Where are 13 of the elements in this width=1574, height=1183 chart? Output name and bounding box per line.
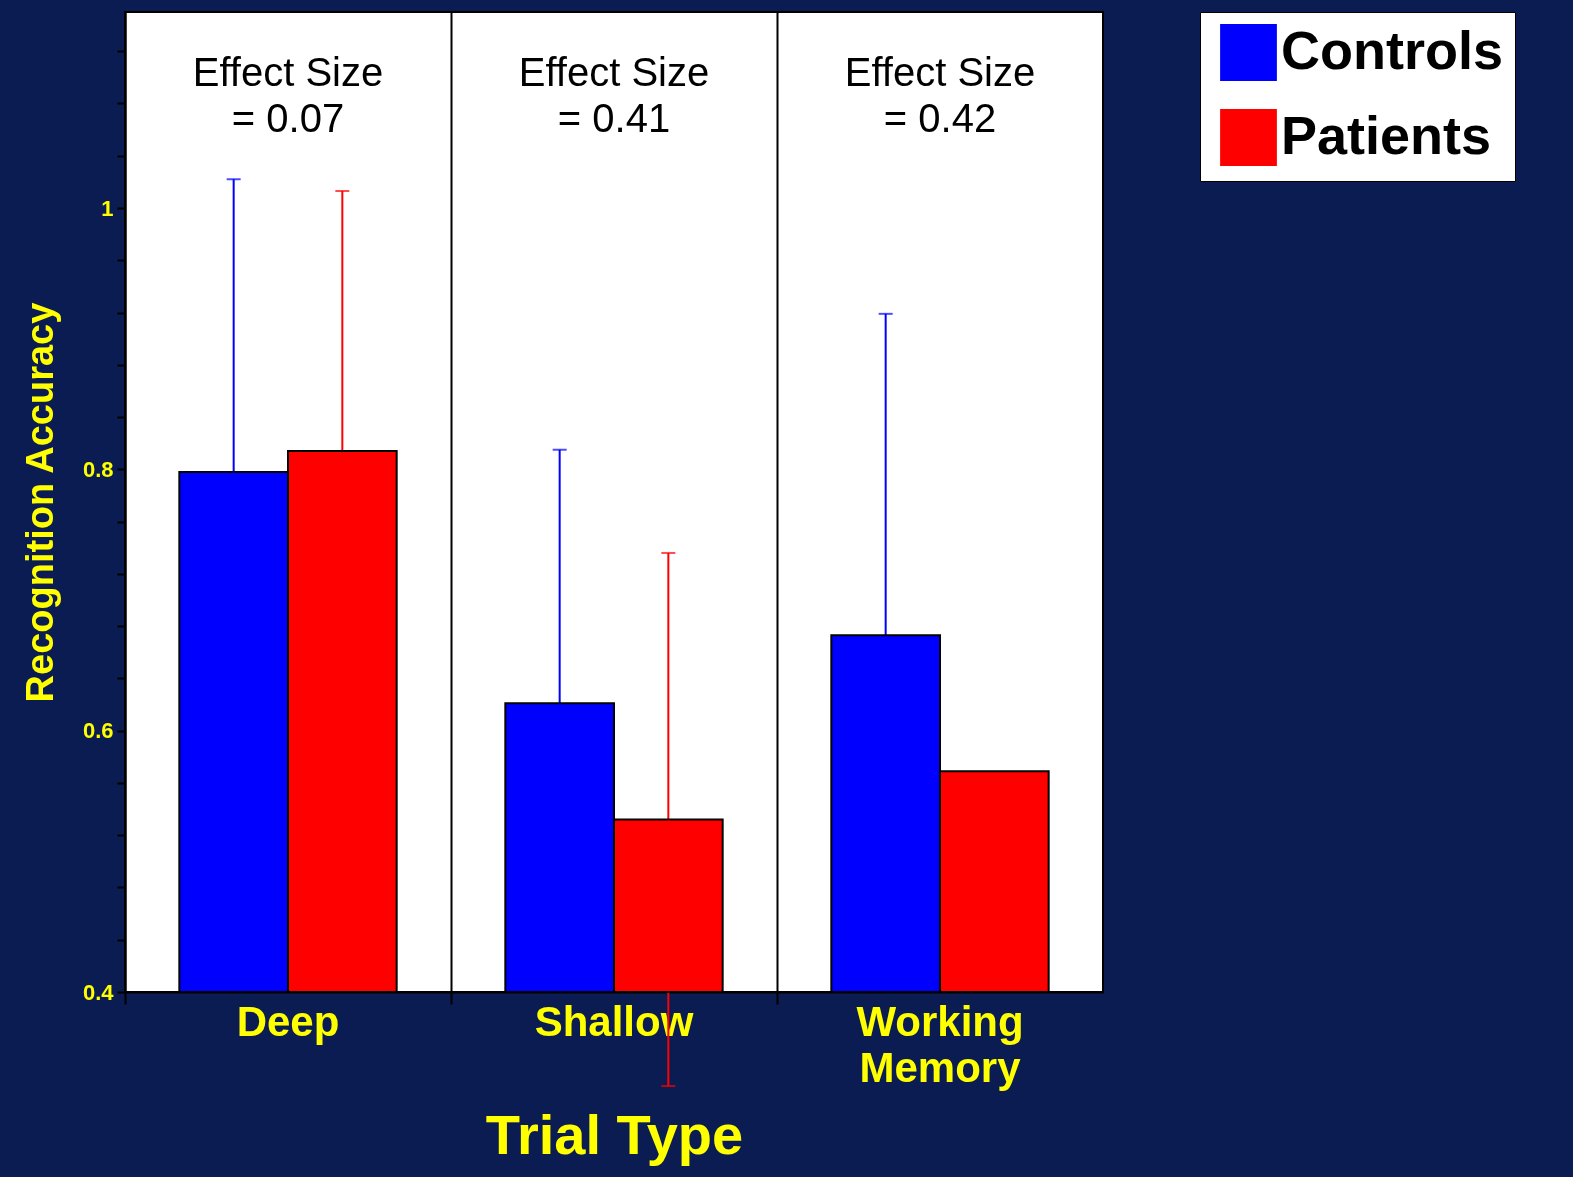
y-tick-label: 0.8	[82, 456, 114, 482]
y-tick-label: 0.6	[82, 718, 114, 744]
y-axis-title: Recognition Accuracy	[18, 302, 61, 703]
x-tick-label: Working Memory	[856, 997, 1024, 1091]
x-axis-title: Trial Type	[485, 1102, 744, 1166]
annotation: Effect Size = 0.07	[192, 50, 384, 140]
annotation: Effect Size = 0.42	[844, 50, 1036, 140]
y-tick-label: 0.4	[82, 979, 115, 1005]
x-tick-label: Deep	[236, 997, 340, 1045]
legend-label: Patients	[1281, 104, 1492, 165]
annotation: Effect Size = 0.41	[518, 50, 710, 140]
y-tick-label: 1	[101, 195, 114, 221]
legend-label: Controls	[1281, 19, 1503, 80]
